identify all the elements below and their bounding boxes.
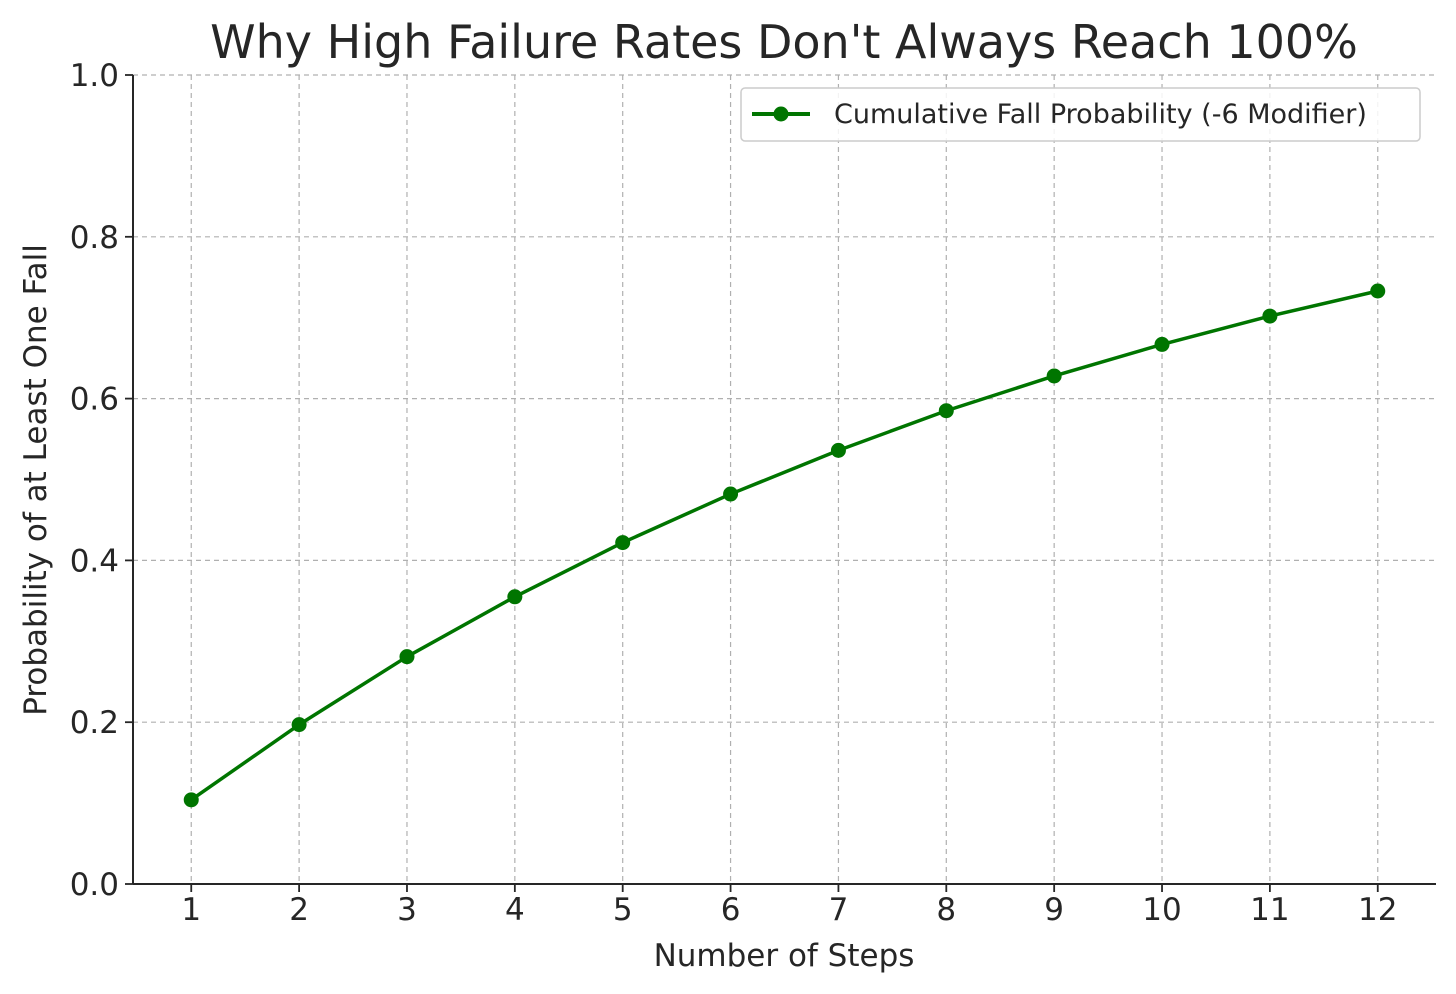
x-axis-label: Number of Steps xyxy=(654,938,915,974)
x-tick-label: 5 xyxy=(613,892,633,928)
data-point xyxy=(723,486,739,502)
data-point xyxy=(1046,368,1062,384)
data-point xyxy=(615,535,631,551)
data-point xyxy=(399,649,415,665)
legend-marker-swatch xyxy=(773,106,789,122)
x-tick-label: 3 xyxy=(397,892,417,928)
x-tick-label: 11 xyxy=(1250,892,1289,928)
data-point xyxy=(507,589,523,605)
y-tick-label: 0.4 xyxy=(70,543,119,579)
x-tick-label: 8 xyxy=(936,892,956,928)
x-tick-label: 4 xyxy=(505,892,525,928)
y-tick-label: 1.0 xyxy=(70,58,119,94)
y-tick-label: 0.8 xyxy=(70,220,119,256)
x-tick-label: 9 xyxy=(1044,892,1064,928)
x-tick-label: 2 xyxy=(289,892,309,928)
series-layer xyxy=(183,283,1386,808)
x-tick-label: 7 xyxy=(829,892,849,928)
y-ticks: 0.0 0.2 0.4 0.6 0.8 1.0 xyxy=(70,58,133,903)
legend: Cumulative Fall Probability (-6 Modifier… xyxy=(740,87,1421,142)
data-point xyxy=(291,717,307,733)
axes xyxy=(132,75,1436,885)
y-tick-label: 0.0 xyxy=(70,867,119,903)
legend-label: Cumulative Fall Probability (-6 Modifier… xyxy=(834,99,1367,130)
x-ticks: 1 2 3 4 5 6 7 8 9 10 11 12 xyxy=(181,884,1397,928)
data-point xyxy=(1370,283,1386,299)
series-line xyxy=(190,289,1379,802)
x-tick-label: 10 xyxy=(1142,892,1181,928)
data-point xyxy=(1262,308,1278,324)
data-point xyxy=(830,442,846,458)
y-axis-label: Probability of at Least One Fall xyxy=(18,244,54,716)
y-tick-label: 0.2 xyxy=(70,705,119,741)
data-point xyxy=(1154,336,1170,352)
data-point xyxy=(938,403,954,419)
chart-title: Why High Failure Rates Don't Always Reac… xyxy=(210,15,1358,69)
x-tick-label: 1 xyxy=(181,892,201,928)
legend-box xyxy=(740,87,1421,142)
x-tick-label: 6 xyxy=(721,892,741,928)
x-tick-label: 12 xyxy=(1358,892,1397,928)
data-point xyxy=(183,792,199,808)
y-tick-label: 0.6 xyxy=(70,382,119,418)
